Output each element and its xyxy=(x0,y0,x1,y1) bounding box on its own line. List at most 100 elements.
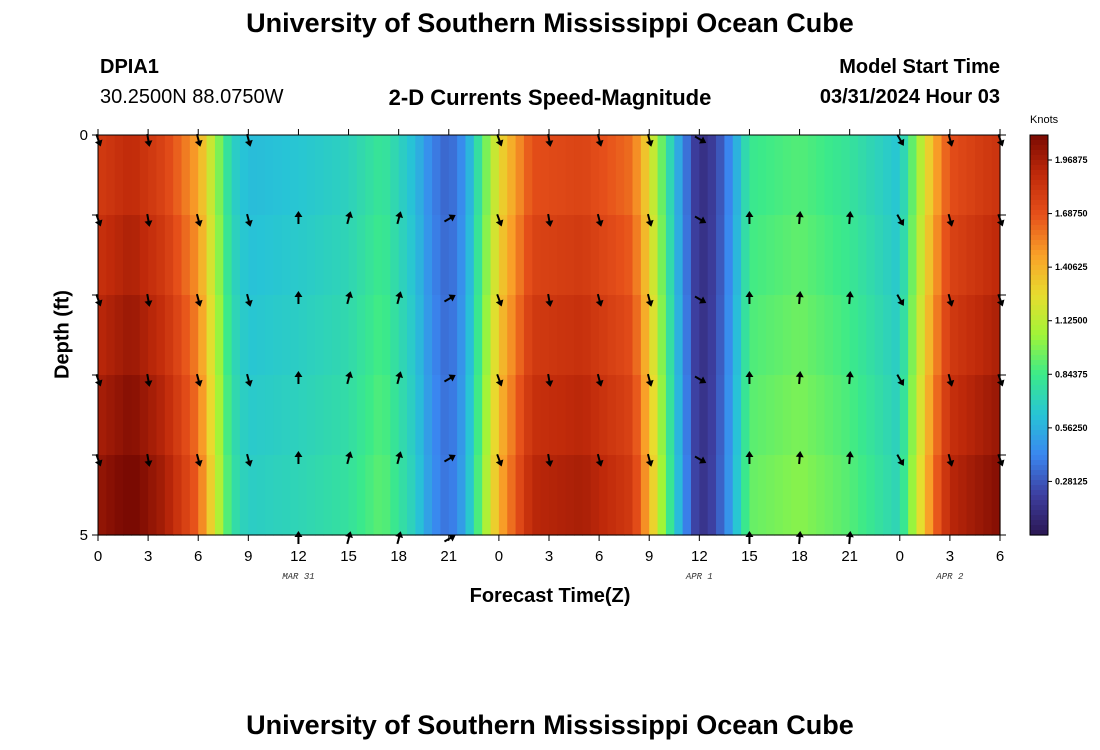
heatmap-cell xyxy=(624,135,634,216)
heatmap-cell xyxy=(457,375,467,456)
heatmap-cell xyxy=(407,135,416,216)
current-arrow-head xyxy=(897,378,905,386)
heatmap-cell xyxy=(690,375,700,456)
colorbar-segment xyxy=(1030,335,1048,341)
heatmap-cell xyxy=(590,455,600,536)
heatmap-cell xyxy=(582,455,592,536)
heatmap-cell xyxy=(699,135,709,216)
heatmap-cell xyxy=(791,215,801,296)
heatmap-cell xyxy=(891,135,901,216)
heatmap-cell xyxy=(749,135,759,216)
current-arrow-head xyxy=(996,459,1005,467)
current-arrow xyxy=(845,451,854,465)
heatmap-cell xyxy=(423,375,433,456)
heatmap-cell xyxy=(356,375,366,456)
heatmap-cell xyxy=(799,135,809,216)
current-arrow-head xyxy=(595,379,604,387)
heatmap-cell xyxy=(432,375,442,456)
heatmap-cell xyxy=(908,455,918,536)
heatmap-cell xyxy=(699,295,709,376)
heatmap-cell xyxy=(741,455,751,536)
heatmap-cell xyxy=(866,455,876,536)
heatmap-cell xyxy=(590,215,600,296)
heatmap-cell xyxy=(432,215,442,296)
date-label: APR 1 xyxy=(685,572,713,582)
heatmap-cell xyxy=(549,455,558,536)
heatmap-cell xyxy=(223,215,233,296)
colorbar-segment xyxy=(1030,225,1048,231)
heatmap-cell xyxy=(949,215,959,296)
heatmap-cell xyxy=(899,375,909,456)
heatmap-cell xyxy=(164,375,174,456)
current-arrow-head xyxy=(194,459,203,467)
heatmap-cell xyxy=(290,375,300,456)
x-tick-label: 12 xyxy=(290,548,307,565)
heatmap-cell xyxy=(615,375,625,456)
colorbar-segment xyxy=(1030,165,1048,171)
colorbar-segment xyxy=(1030,350,1048,356)
heatmap-cell xyxy=(716,375,725,456)
heatmap-cell xyxy=(423,455,433,536)
heatmap-cell xyxy=(749,295,759,376)
heatmap-cell xyxy=(607,375,617,456)
colorbar-segment xyxy=(1030,495,1048,501)
current-arrow-head xyxy=(699,376,707,384)
heatmap-cell xyxy=(958,295,968,376)
current-arrow xyxy=(896,294,905,306)
x-tick-label: 0 xyxy=(896,548,904,565)
heatmap-cell xyxy=(173,135,183,216)
heatmap-cell xyxy=(298,295,308,376)
heatmap-cell xyxy=(398,135,408,216)
colorbar-segment xyxy=(1030,210,1048,216)
current-arrow xyxy=(545,213,554,227)
heatmap-cell xyxy=(331,135,341,216)
heatmap-cell xyxy=(131,295,141,376)
y-tick-label: 0 xyxy=(80,127,88,144)
heatmap-cell xyxy=(724,375,734,456)
heatmap-cell xyxy=(281,135,291,216)
heatmap-cell xyxy=(381,135,391,216)
current-arrow xyxy=(896,454,905,466)
colorbar-segment xyxy=(1030,450,1048,456)
heatmap-cell xyxy=(615,455,625,536)
heatmap-cell xyxy=(415,455,425,536)
heatmap-cell xyxy=(156,215,166,296)
current-arrow xyxy=(545,133,554,147)
current-arrow-head xyxy=(94,139,103,147)
current-arrow-head xyxy=(996,139,1005,147)
heatmap-cell xyxy=(974,295,984,376)
heatmap-cell xyxy=(540,135,550,216)
colorbar-segment xyxy=(1030,490,1048,496)
current-arrow xyxy=(294,451,303,464)
heatmap-cell xyxy=(189,295,199,376)
current-arrow-head xyxy=(795,371,804,378)
heatmap-cell xyxy=(273,135,283,216)
current-arrow xyxy=(345,451,353,465)
heatmap-cell xyxy=(966,215,976,296)
current-arrow xyxy=(745,371,754,384)
heatmap-cell xyxy=(139,135,149,216)
x-tick-label: 3 xyxy=(545,548,553,565)
heatmap-cell xyxy=(841,295,851,376)
heatmap-cell xyxy=(841,455,851,536)
heatmap-cell xyxy=(281,215,291,296)
colorbar-segment xyxy=(1030,425,1048,431)
current-arrow-head xyxy=(897,218,905,226)
heatmap-cell xyxy=(599,215,609,296)
heatmap-cell xyxy=(265,135,274,216)
current-arrow-head xyxy=(94,219,103,227)
current-arrow-head xyxy=(495,139,504,147)
heatmap-cell xyxy=(214,135,224,216)
heatmap-cell xyxy=(340,375,350,456)
current-arrow xyxy=(845,211,854,225)
current-arrow xyxy=(495,453,504,467)
x-tick-label: 6 xyxy=(194,548,202,565)
heatmap-cell xyxy=(866,375,876,456)
colorbar-segment xyxy=(1030,485,1048,491)
heatmap-cell xyxy=(657,375,667,456)
heatmap-cell xyxy=(181,215,191,296)
current-arrow-head xyxy=(545,220,554,227)
heatmap-cell xyxy=(766,135,776,216)
heatmap-cell xyxy=(373,135,383,216)
colorbar-segment xyxy=(1030,410,1048,416)
